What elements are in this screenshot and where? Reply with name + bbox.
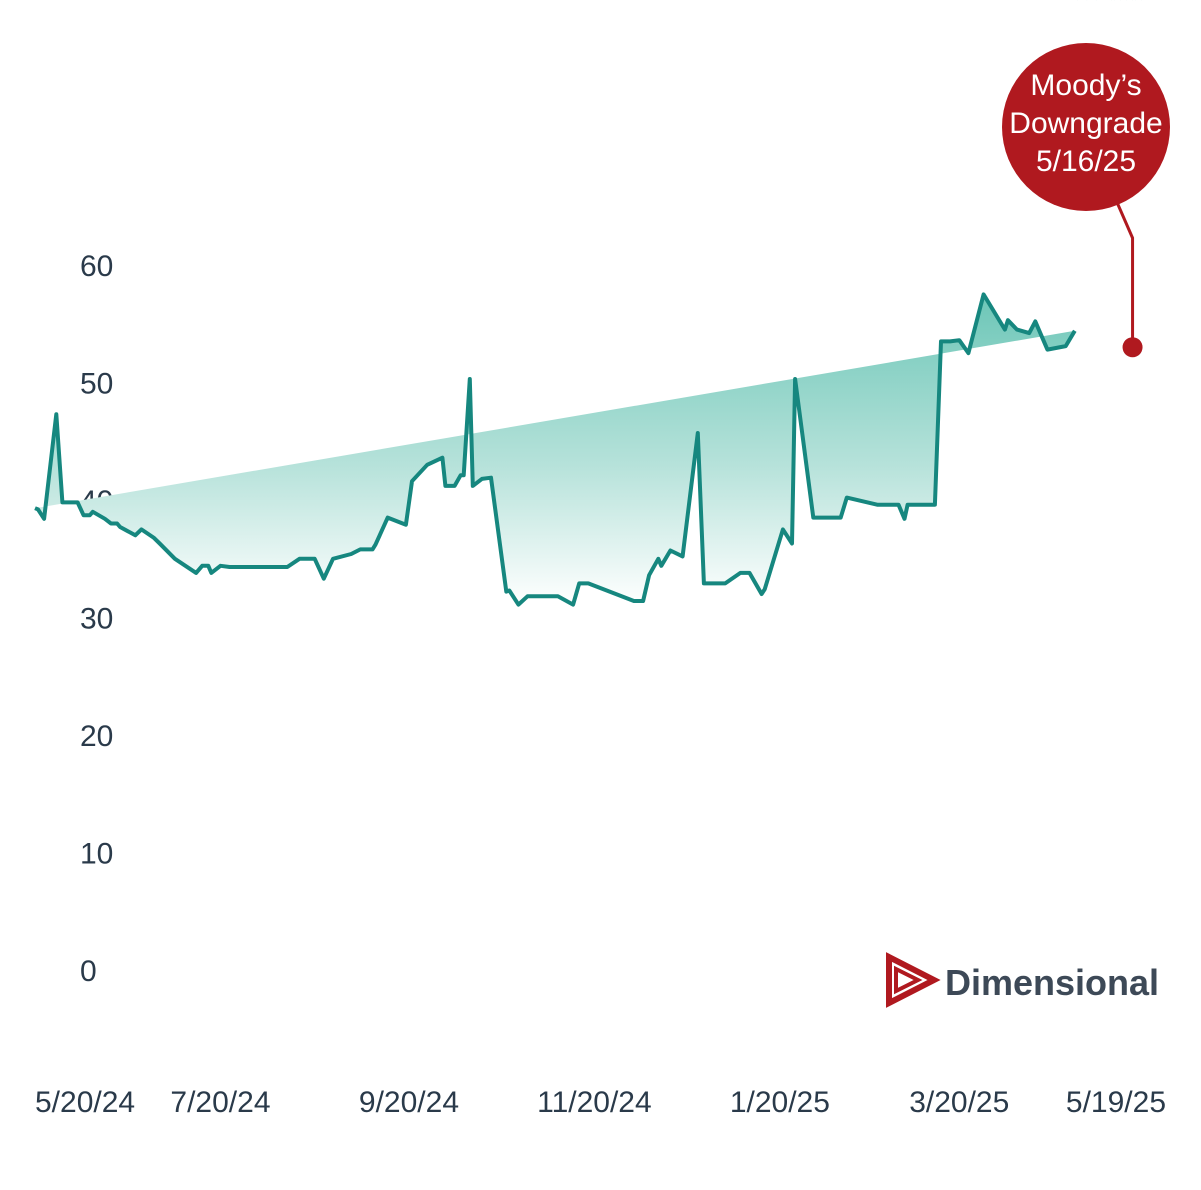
callout-line-3: 5/16/25 [1036,145,1136,178]
series-line [34,292,1077,607]
y-axis: 0102030405060 [80,250,113,988]
callout-bubble [1002,43,1170,211]
x-tick-label: 11/20/24 [537,1086,652,1119]
logo-text: Dimensional [945,962,1159,1003]
x-tick-label: 9/20/24 [359,1086,459,1119]
callout-line-1: Moody’s [1030,69,1141,102]
y-tick-label: 20 [80,720,113,753]
plot-area [34,0,1142,607]
dimensional-logo-icon [886,952,941,1008]
y-tick-label: 30 [80,603,113,636]
callout-line-2: Downgrade [1009,107,1162,140]
x-tick-label: 7/20/24 [170,1086,270,1119]
x-tick-label: 5/19/25 [1066,1086,1166,1119]
y-tick-label: 0 [80,955,97,988]
series-area-fill [35,294,1075,605]
series-points [34,0,1142,605]
y-tick-label: 10 [80,838,113,871]
callout-leader-line [1114,199,1135,348]
x-tick-label: 5/20/24 [35,1086,135,1119]
x-tick-label: 1/20/25 [730,1086,830,1119]
callout-marker [1122,337,1143,358]
dimensional-logo: Dimensional [886,952,1159,1008]
moodys-downgrade-callout: Moody’s Downgrade 5/16/25 [1002,43,1170,358]
y-tick-label: 50 [80,368,113,401]
y-tick-label: 60 [80,250,113,283]
x-tick-label: 3/20/25 [909,1086,1009,1119]
x-axis: 5/20/24 7/20/24 9/20/24 11/20/24 1/20/25 3/20… [35,1086,1166,1119]
